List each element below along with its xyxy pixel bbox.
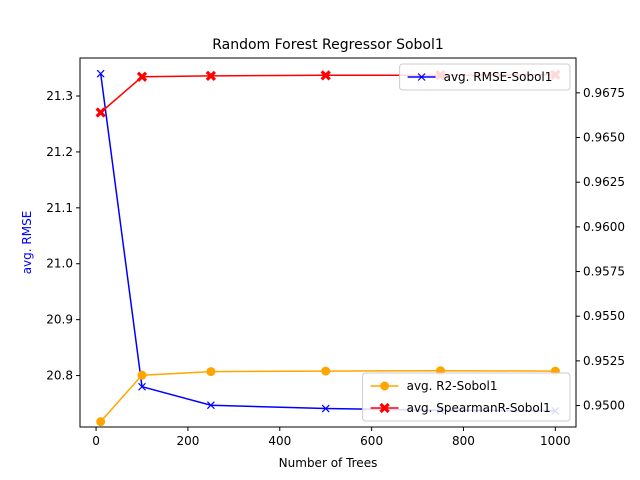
- data-point: [321, 366, 331, 376]
- series-line: [99, 73, 556, 412]
- legend-entry: avg. SpearmanR-Sobol1: [370, 401, 551, 415]
- data-point: [96, 69, 105, 78]
- x-tick-label: 400: [268, 434, 291, 448]
- y-left-tick-label: 21.2: [46, 145, 73, 159]
- y-right-tick-label: 0.9625: [583, 175, 625, 189]
- data-point: [95, 107, 106, 118]
- legend-marker: [417, 73, 426, 81]
- y-axis-right: 0.9500 0.9525 0.9550 0.9575 0.9600 0.9625 0.96…: [576, 86, 625, 413]
- legend-marker: [379, 402, 390, 414]
- data-point: [321, 404, 330, 413]
- x-tick-label: 0: [92, 434, 100, 448]
- legend-label: avg. RMSE-Sobol1: [444, 70, 553, 84]
- y-right-tick-label: 0.9575: [583, 265, 625, 279]
- data-point: [96, 417, 106, 427]
- chart-title: Random Forest Regressor Sobol1: [212, 37, 444, 53]
- plot-frame: [79, 57, 577, 428]
- x-tick-label: 1000: [540, 434, 571, 448]
- legend: avg. RMSE-Sobol1: [399, 63, 571, 91]
- data-point: [137, 370, 147, 380]
- data-point: [320, 70, 331, 81]
- data-point: [206, 367, 216, 377]
- y-right-tick-label: 0.9600: [583, 220, 625, 234]
- data-point: [138, 382, 146, 391]
- x-axis: 0 200 400 600 800 1000: [92, 427, 571, 448]
- legend-label: avg. SpearmanR-Sobol1: [407, 401, 551, 415]
- series-1: [96, 366, 560, 427]
- legend-marker: [380, 381, 390, 391]
- legend-frame: [362, 372, 571, 422]
- series-line: [100, 369, 556, 423]
- data-point: [206, 401, 215, 410]
- data-point: [136, 71, 148, 82]
- legend-frame: [399, 63, 571, 91]
- y-left-tick-label: 21.0: [46, 257, 73, 271]
- x-tick-label: 600: [360, 434, 383, 448]
- legend-entry: avg. R2-Sobol1: [370, 379, 498, 393]
- legend-entry: avg. RMSE-Sobol1: [407, 70, 553, 84]
- plot-area: [95, 69, 561, 427]
- legend: avg. R2-Sobol1 avg. SpearmanR-Sobol1: [362, 372, 571, 422]
- y-right-tick-label: 0.9675: [583, 86, 625, 100]
- x-tick-label: 800: [452, 434, 475, 448]
- x-tick-label: 200: [176, 434, 199, 448]
- y-axis-left: 20.8 20.9 21.0 21.1 21.2 21.3: [46, 89, 80, 383]
- y-left-tick-label: 20.9: [46, 313, 73, 327]
- y-left-tick-label: 21.3: [46, 89, 73, 103]
- data-point: [205, 70, 217, 82]
- y-axis-left-label: avg. RMSE: [20, 211, 34, 275]
- y-left-tick-label: 21.1: [46, 201, 73, 215]
- y-right-tick-label: 0.9650: [583, 131, 625, 145]
- legend-label: avg. R2-Sobol1: [407, 379, 498, 393]
- y-left-tick-label: 20.8: [46, 369, 73, 383]
- y-right-tick-label: 0.9500: [583, 399, 625, 413]
- series-0: [96, 69, 560, 415]
- y-right-tick-label: 0.9550: [583, 309, 625, 323]
- x-axis-label: Number of Trees: [279, 456, 378, 470]
- y-right-tick-label: 0.9525: [583, 354, 625, 368]
- legends: avg. RMSE-Sobol1 avg. R2-Sobol1 avg. Spear…: [362, 63, 571, 422]
